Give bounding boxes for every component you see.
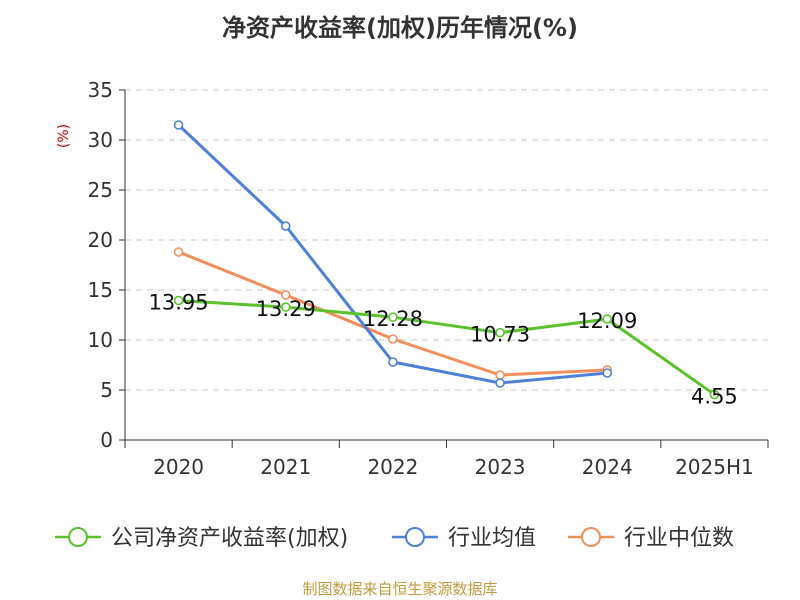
legend-label: 行业中位数 <box>624 526 734 551</box>
chart-title: 净资产收益率(加权)历年情况(%) <box>222 14 578 42</box>
data-label: 13.95 <box>149 291 209 315</box>
data-point <box>280 221 291 231</box>
data-label: 13.29 <box>256 297 316 321</box>
data-point <box>495 327 505 338</box>
data-point <box>280 302 291 312</box>
data-label: 4.55 <box>691 385 738 409</box>
legend[interactable]: 公司净资产收益率(加权) 行业均值 行业中位数 <box>55 526 734 551</box>
y-tick-label: 30 <box>88 128 113 152</box>
data-point <box>709 389 720 400</box>
y-tick-label: 15 <box>88 278 113 302</box>
data-label: 12.09 <box>577 309 637 333</box>
y-tick-label: 0 <box>100 428 113 452</box>
data-point <box>388 357 398 367</box>
grid-lines <box>125 89 768 391</box>
x-tick-label: 2025H1 <box>675 455 754 479</box>
y-tick-label: 25 <box>88 178 113 202</box>
y-tick-label: 10 <box>88 328 113 352</box>
data-point <box>388 334 398 344</box>
data-point <box>280 290 291 300</box>
y-tick-label: 20 <box>88 228 113 252</box>
legend-marker <box>68 527 88 547</box>
data-label: 12.28 <box>363 307 423 331</box>
data-labels: 13.95 13.29 12.28 10.73 12.09 4.55 <box>149 291 738 409</box>
data-point <box>388 312 398 323</box>
data-point <box>173 120 184 130</box>
data-point <box>173 295 184 306</box>
x-tick-label: 2022 <box>367 455 418 479</box>
legend-marker <box>581 527 601 547</box>
axes: 0 5 10 15 20 25 30 35 2020 2021 2022 2023 2024 2025H1 <box>88 78 769 479</box>
y-tick-label: 5 <box>100 378 113 402</box>
data-point <box>495 370 505 380</box>
source-footer: 制图数据来自恒生聚源数据库 <box>302 580 498 598</box>
x-tick-label: 2024 <box>582 455 633 479</box>
x-tick-label: 2021 <box>260 455 311 479</box>
legend-label: 公司净资产收益率(加权) <box>111 526 348 551</box>
x-tick-label: 2023 <box>475 455 526 479</box>
series-line <box>177 123 608 385</box>
data-point <box>173 247 184 257</box>
data-point <box>602 314 613 324</box>
data-point <box>495 378 505 388</box>
y-tick-label: 35 <box>88 78 113 102</box>
legend-marker <box>405 527 425 547</box>
series-line <box>178 299 716 396</box>
series-lines <box>173 120 720 400</box>
x-tick-label: 2020 <box>153 455 204 479</box>
data-label: 10.73 <box>470 323 530 347</box>
data-point <box>602 368 613 378</box>
legend-label: 行业均值 <box>448 526 536 551</box>
